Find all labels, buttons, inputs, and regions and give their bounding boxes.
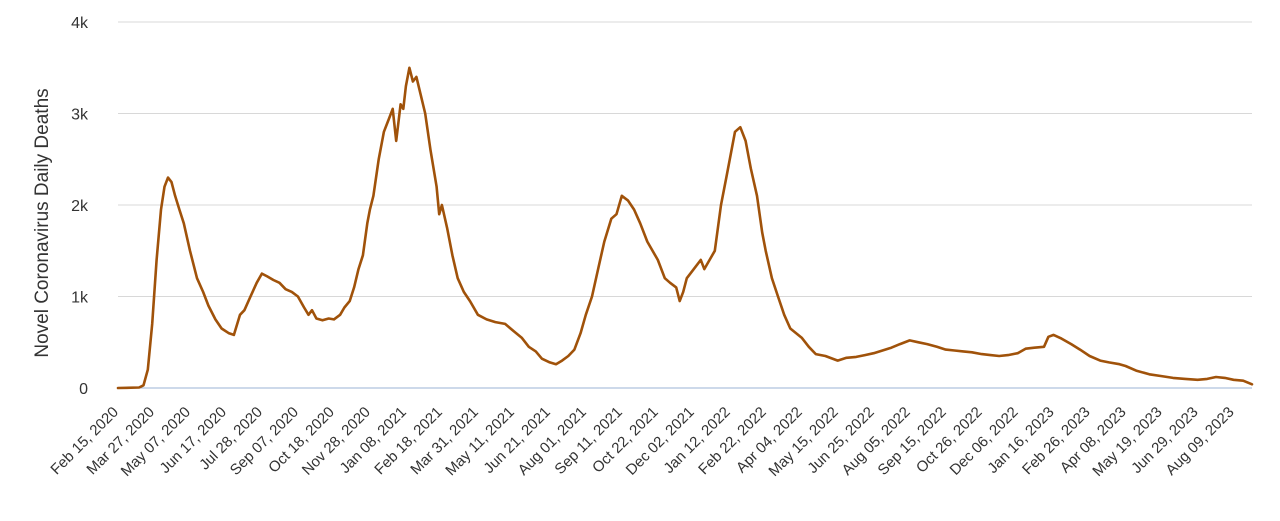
y-axis-label: Novel Coronavirus Daily Deaths [32,88,53,357]
grid-lines [118,21,1252,389]
y-tick-label: 4k [71,15,89,32]
y-tick-label: 2k [71,198,89,215]
y-tick-label: 3k [71,107,89,124]
series-layer [116,66,1254,390]
y-tick-label: 0 [79,381,88,398]
y-tick-label: 1k [71,290,89,307]
y-axis-ticks: 0 1k 2k 3k 4k [71,15,89,398]
series-line-0 [116,66,1254,390]
